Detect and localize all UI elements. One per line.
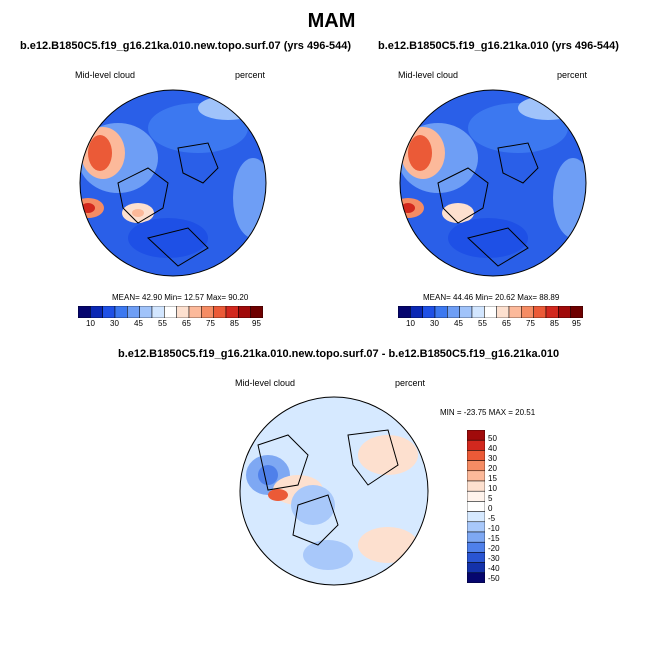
panel-2-stats: MEAN= 44.46 Min= 20.62 Max= 88.89 xyxy=(423,293,560,302)
colorbar-swatch xyxy=(467,541,485,553)
panel-3-variable: Mid-level cloud xyxy=(235,378,296,388)
colorbar-swatch xyxy=(459,306,473,318)
cb1-label: 65 xyxy=(182,319,191,328)
panel-3-title: b.e12.B1850C5.f19_g16.21ka.010.new.topo.… xyxy=(118,348,560,360)
colorbar-swatch xyxy=(238,306,251,318)
cb3-label: 50 xyxy=(488,434,497,443)
colorbar-swatch xyxy=(213,306,227,318)
cb1-label: 85 xyxy=(230,319,239,328)
colorbar-swatch xyxy=(496,306,510,318)
panel-3-colorbar xyxy=(467,430,485,583)
colorbar-swatch xyxy=(558,306,571,318)
panel-1-map xyxy=(79,89,267,277)
colorbar-swatch xyxy=(78,306,91,318)
colorbar-swatch xyxy=(467,552,485,563)
colorbar-swatch xyxy=(164,306,177,318)
cb2-label: 85 xyxy=(550,319,559,328)
cb1-label: 45 xyxy=(134,319,143,328)
colorbar-swatch xyxy=(467,450,485,461)
colorbar-swatch xyxy=(467,439,485,451)
cb2-label: 55 xyxy=(478,319,487,328)
cb1-label: 10 xyxy=(86,319,95,328)
colorbar-swatch xyxy=(225,306,239,318)
cb3-label: 15 xyxy=(488,474,497,483)
panel-3-units: percent xyxy=(395,378,426,388)
panel-1-units: percent xyxy=(235,70,266,80)
colorbar-swatch xyxy=(467,531,485,543)
colorbar-swatch xyxy=(467,501,485,512)
panel-1-colorbar-labels: 10 30 45 55 65 75 85 95 xyxy=(78,319,263,331)
cb2-label: 30 xyxy=(430,319,439,328)
colorbar-swatch xyxy=(90,306,103,318)
panel-3-map xyxy=(239,396,429,586)
cb3-label: 0 xyxy=(488,504,493,513)
colorbar-swatch xyxy=(188,306,202,318)
panel-2-colorbar xyxy=(398,306,583,318)
colorbar-swatch xyxy=(533,306,547,318)
cb3-label: 30 xyxy=(488,454,497,463)
colorbar-swatch xyxy=(176,306,190,318)
panel-3-stats: MIN = -23.75 MAX = 20.51 xyxy=(440,408,536,417)
colorbar-swatch xyxy=(127,306,140,318)
cb3-label: -5 xyxy=(488,514,496,523)
cb1-label: 55 xyxy=(158,319,167,328)
main-title: MAM xyxy=(307,10,356,32)
panel-3-colorbar-labels: 50 40 30 20 15 10 5 0 -5 -10 -15 -20 -30… xyxy=(488,430,518,583)
panel-1-title: b.e12.B1850C5.f19_g16.21ka.010.new.topo.… xyxy=(20,40,351,52)
cb3-label: 40 xyxy=(488,444,497,453)
panel-2-units: percent xyxy=(557,70,588,80)
colorbar-swatch xyxy=(467,430,485,441)
cb3-label: -40 xyxy=(488,564,500,573)
cb3-label: -30 xyxy=(488,554,500,563)
colorbar-swatch xyxy=(447,306,460,318)
panel-1-stats: MEAN= 42.90 Min= 12.57 Max= 90.20 xyxy=(112,293,249,302)
panel-2-variable: Mid-level cloud xyxy=(398,70,459,80)
colorbar-swatch xyxy=(467,511,485,523)
colorbar-swatch xyxy=(139,306,153,318)
cb3-label: 10 xyxy=(488,484,497,493)
cb3-label: -50 xyxy=(488,574,500,583)
colorbar-swatch xyxy=(521,306,534,318)
colorbar-swatch xyxy=(467,480,485,492)
cb2-label: 65 xyxy=(502,319,511,328)
colorbar-swatch xyxy=(467,521,485,533)
cb1-label: 30 xyxy=(110,319,119,328)
colorbar-swatch xyxy=(410,306,423,318)
colorbar-swatch xyxy=(467,460,485,472)
colorbar-swatch xyxy=(102,306,116,318)
colorbar-swatch xyxy=(114,306,128,318)
cb3-label: 20 xyxy=(488,464,497,473)
colorbar-swatch xyxy=(151,306,165,318)
colorbar-swatch xyxy=(250,306,263,318)
panel-1-colorbar xyxy=(78,306,263,318)
colorbar-swatch xyxy=(201,306,214,318)
cb3-label: -15 xyxy=(488,534,500,543)
colorbar-swatch xyxy=(467,572,485,583)
cb3-label: 5 xyxy=(488,494,493,503)
colorbar-swatch xyxy=(545,306,559,318)
cb2-label: 45 xyxy=(454,319,463,328)
colorbar-swatch xyxy=(434,306,448,318)
panel-2-colorbar-labels: 10 30 45 55 65 75 85 95 xyxy=(398,319,583,331)
panel-2-map xyxy=(399,89,587,277)
colorbar-swatch xyxy=(508,306,522,318)
colorbar-swatch xyxy=(467,490,485,502)
colorbar-swatch xyxy=(570,306,583,318)
cb1-label: 95 xyxy=(252,319,261,328)
cb2-label: 10 xyxy=(406,319,415,328)
colorbar-swatch xyxy=(467,470,485,482)
cb2-label: 75 xyxy=(526,319,535,328)
panel-1-variable: Mid-level cloud xyxy=(75,70,136,80)
cb2-label: 95 xyxy=(572,319,581,328)
colorbar-swatch xyxy=(484,306,497,318)
panel-2-title: b.e12.B1850C5.f19_g16.21ka.010 (yrs 496-… xyxy=(378,40,619,52)
colorbar-swatch xyxy=(398,306,411,318)
cb1-label: 75 xyxy=(206,319,215,328)
colorbar-swatch xyxy=(422,306,436,318)
colorbar-swatch xyxy=(471,306,485,318)
cb3-label: -10 xyxy=(488,524,500,533)
colorbar-swatch xyxy=(467,562,485,574)
cb3-label: -20 xyxy=(488,544,500,553)
